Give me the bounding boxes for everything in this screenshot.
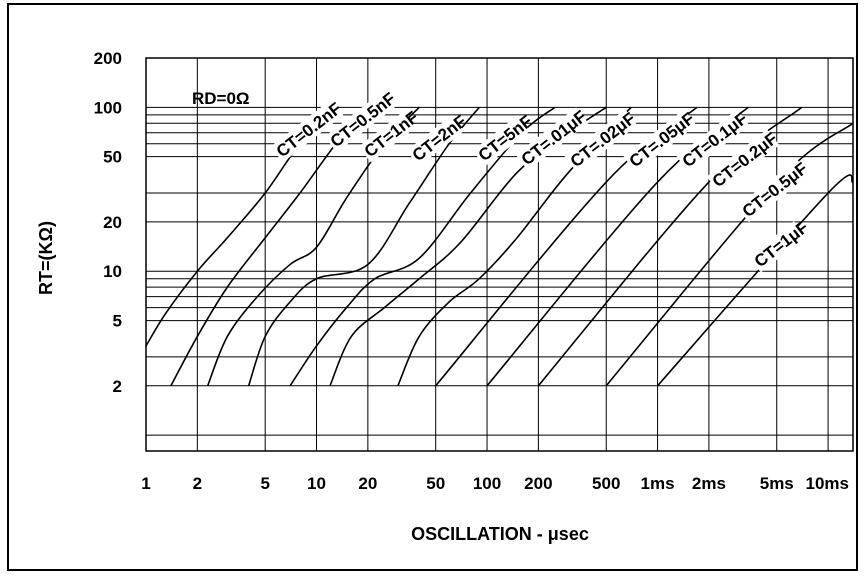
chart-frame	[7, 3, 858, 571]
x-tick-label: 2	[193, 474, 202, 493]
y-tick-label: 200	[94, 49, 122, 68]
x-tick-label: 1ms	[641, 474, 675, 493]
curve-line	[397, 106, 632, 387]
x-axis-title: OSCILLATION - μsec	[411, 524, 589, 544]
curve-label-bg	[676, 109, 750, 173]
x-tick-label: 500	[592, 474, 620, 493]
curve-label-bg	[515, 107, 589, 171]
x-tick-label: 200	[524, 474, 552, 493]
y-tick-label: 100	[94, 98, 122, 117]
y-tick-label: 5	[113, 312, 122, 331]
curve-line	[247, 106, 480, 387]
curve-label-bg	[748, 221, 807, 273]
curve-label-bg	[406, 115, 465, 167]
plot-area-border	[145, 57, 854, 452]
x-tick-labels: 1 2 5 10 20 50 100 200 500 1ms 2ms 5ms 10ms	[141, 474, 849, 493]
curve-line	[656, 174, 854, 387]
curve-label-bg	[736, 159, 810, 223]
curve-label-bg	[623, 109, 697, 173]
curve-label-bg	[706, 129, 780, 193]
x-tick-label: 10ms	[806, 474, 849, 493]
x-tick-label: 2ms	[692, 474, 726, 493]
x-tick-label: 100	[473, 474, 501, 493]
curve-label-bg	[472, 115, 531, 167]
curve-label-group: CT=1μF	[748, 217, 812, 273]
x-tick-label: 1	[141, 474, 150, 493]
x-tick-label: 10	[307, 474, 326, 493]
y-tick-labels: 200 100 50 20 10 5 2	[94, 49, 122, 396]
y-tick-label: 50	[103, 148, 122, 167]
y-tick-label: 2	[113, 377, 122, 396]
y-tick-label: 10	[103, 262, 122, 281]
curve-line	[537, 106, 803, 387]
x-tick-label: 50	[426, 474, 445, 493]
rd-annotation: RD=0Ω	[192, 89, 250, 108]
x-tick-label: 20	[358, 474, 377, 493]
curve-label-bg	[270, 99, 344, 163]
y-tick-label: 20	[103, 213, 122, 232]
y-axis-title: RT=(KΩ)	[36, 221, 56, 295]
curve-label-bg	[358, 111, 417, 163]
x-tick-label: 5ms	[760, 474, 794, 493]
curve-label-bg	[564, 109, 638, 173]
x-tick-label: 5	[260, 474, 269, 493]
curve-label-bg	[324, 89, 398, 153]
curve-label: CT=1μF	[751, 217, 812, 271]
